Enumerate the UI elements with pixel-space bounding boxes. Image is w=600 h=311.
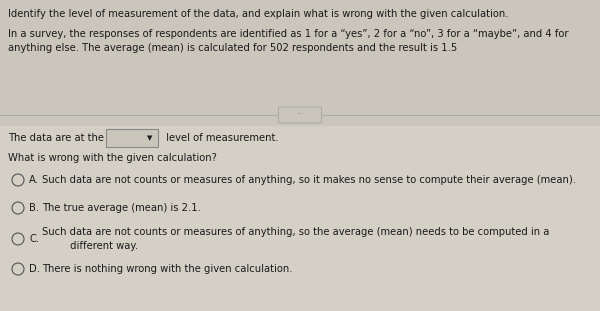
Text: B.: B.: [29, 203, 39, 213]
FancyBboxPatch shape: [0, 126, 600, 311]
Text: The data are at the: The data are at the: [8, 133, 104, 143]
Text: In a survey, the responses of respondents are identified as 1 for a “yes”, 2 for: In a survey, the responses of respondent…: [8, 29, 569, 53]
Text: What is wrong with the given calculation?: What is wrong with the given calculation…: [8, 153, 217, 163]
Text: The true average (mean) is 2.1.: The true average (mean) is 2.1.: [42, 203, 201, 213]
FancyBboxPatch shape: [106, 129, 158, 147]
FancyBboxPatch shape: [278, 107, 322, 123]
FancyBboxPatch shape: [0, 0, 600, 126]
Text: Such data are not counts or measures of anything, so the average (mean) needs to: Such data are not counts or measures of …: [42, 227, 550, 251]
Text: ▼: ▼: [148, 135, 152, 141]
Text: Such data are not counts or measures of anything, so it makes no sense to comput: Such data are not counts or measures of …: [42, 175, 576, 185]
Text: C.: C.: [29, 234, 39, 244]
Text: ···: ···: [296, 110, 304, 119]
Text: A.: A.: [29, 175, 39, 185]
Text: D.: D.: [29, 264, 40, 274]
Text: Identify the level of measurement of the data, and explain what is wrong with th: Identify the level of measurement of the…: [8, 9, 509, 19]
Text: There is nothing wrong with the given calculation.: There is nothing wrong with the given ca…: [42, 264, 293, 274]
Text: level of measurement.: level of measurement.: [163, 133, 278, 143]
